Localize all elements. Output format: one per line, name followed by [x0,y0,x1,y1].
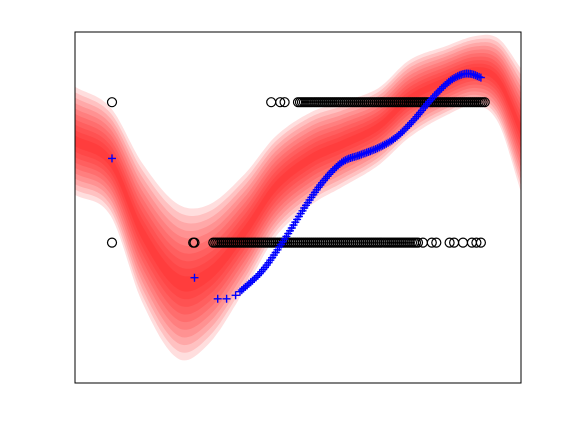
band-level-8 [75,42,521,346]
band-level-7 [75,45,521,338]
uncertainty-band [75,34,521,361]
observed-series [106,97,490,248]
observed-point [189,237,200,248]
predicted-point [250,275,259,283]
predicted-point [407,118,416,127]
predicted-point [373,144,382,153]
band-level-5 [75,53,521,323]
observed-point [426,237,437,248]
predicted-point [473,72,482,81]
predicted-point [428,93,437,102]
predicted-point [450,74,459,83]
predicted-point [343,155,352,164]
predicted-point [248,276,257,285]
predicted-point [405,120,414,129]
predicted-point [401,124,410,133]
observed-point [479,97,490,108]
predicted-series [108,69,485,303]
predicted-point [453,72,462,81]
predicted-point [451,73,460,82]
predicted-point [398,127,407,136]
predicted-point [213,294,222,303]
band-level-6 [75,49,521,330]
predicted-point [430,91,439,100]
predicted-point [432,89,441,98]
predicted-point [339,157,348,166]
predicted-point [253,271,262,280]
observed-point [475,237,486,248]
predicted-point [108,154,116,163]
predicted-point [371,145,380,154]
predicted-point [400,126,409,135]
predicted-point [435,86,444,95]
predicted-point [252,273,261,282]
predicted-point [437,84,446,93]
observed-point [275,97,286,108]
observed-point [279,97,290,108]
predicted-point [328,166,337,175]
observed-point [431,237,442,248]
predicted-point [190,273,199,282]
predicted-point [377,142,385,151]
band-level-4 [75,56,521,315]
predicted-point [375,143,384,152]
predicted-point [476,73,485,82]
predicted-point [471,71,480,80]
predicted-point [469,70,478,79]
observed-point [471,237,482,248]
predicted-point [231,291,240,300]
predicted-point [378,141,387,150]
observed-point [106,237,118,248]
observed-point [106,97,118,108]
observed-point [412,237,424,248]
predicted-point [455,71,464,80]
observed-point [444,237,455,248]
predicted-point [403,122,412,131]
predicted-point [409,116,418,125]
predicted-point [396,129,405,138]
band-level-9 [75,38,521,353]
predicted-point [341,156,350,165]
predicted-point [222,294,231,303]
predicted-point [327,168,335,177]
plot-frame [74,31,522,384]
predicted-point [434,88,442,96]
band-level-10 [75,34,521,361]
